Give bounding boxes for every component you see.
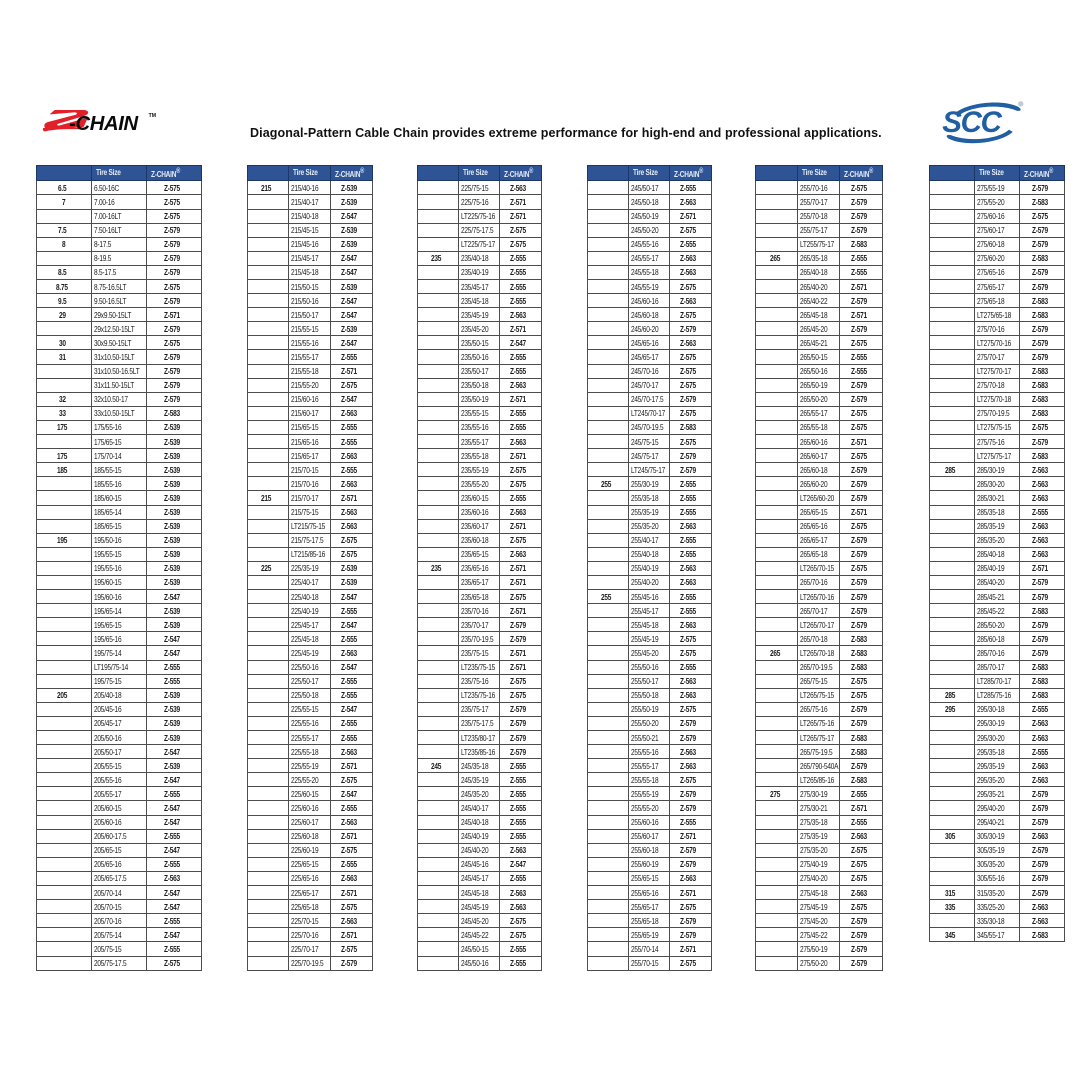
- svg-text:-CHAIN: -CHAIN: [69, 113, 138, 135]
- svg-text:SCC: SCC: [942, 106, 1002, 139]
- svg-text:TM: TM: [149, 113, 156, 119]
